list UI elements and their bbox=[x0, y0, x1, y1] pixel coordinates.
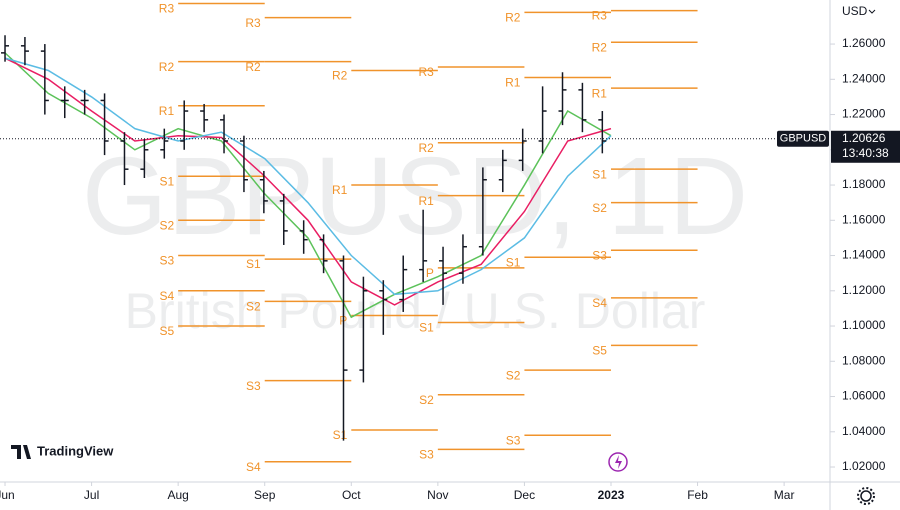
pivot-label: S3 bbox=[246, 379, 261, 393]
x-tick-label: Jul bbox=[84, 488, 99, 502]
x-tick-label: Nov bbox=[427, 488, 448, 502]
settings-teeth bbox=[857, 487, 875, 505]
pivot-label: S2 bbox=[159, 218, 174, 232]
pivot-label: S4 bbox=[246, 460, 261, 474]
pivot-label: S1 bbox=[246, 257, 261, 271]
moving-average bbox=[4, 57, 612, 296]
y-tick-label: 1.26000 bbox=[842, 36, 886, 50]
y-tick-label: 1.04000 bbox=[842, 424, 886, 438]
pivot-label: R1 bbox=[419, 194, 435, 208]
pivot-label: R1 bbox=[505, 76, 521, 90]
symbol-label-box bbox=[777, 130, 829, 147]
y-tick-label: 1.16000 bbox=[842, 212, 886, 226]
pivot-label: S1 bbox=[592, 167, 607, 181]
x-tick-label: Oct bbox=[342, 488, 361, 502]
settings-button[interactable] bbox=[857, 487, 875, 505]
pivot-label: R2 bbox=[419, 141, 435, 155]
logo: TradingView bbox=[4, 433, 114, 471]
y-tick-label: 1.24000 bbox=[842, 71, 886, 85]
price-label: 1.20626 bbox=[842, 131, 886, 145]
logo-text: TradingView bbox=[37, 443, 114, 458]
pivot-label: R1 bbox=[592, 86, 608, 100]
pivot-label: R2 bbox=[159, 60, 175, 74]
pivot-label: R1 bbox=[159, 104, 175, 118]
y-tick-label: 1.14000 bbox=[842, 248, 886, 262]
moving-average bbox=[4, 57, 612, 306]
y-tick-label: 1.06000 bbox=[842, 389, 886, 403]
x-tick-label: Aug bbox=[167, 488, 188, 502]
logo-box bbox=[4, 433, 108, 471]
pivot-label: R2 bbox=[332, 69, 348, 83]
x-tick-label: Mar bbox=[774, 488, 795, 502]
watermark-title: GBPUSD, 1D bbox=[82, 135, 748, 258]
pivot-label: S1 bbox=[419, 321, 434, 335]
x-tick-label: Feb bbox=[687, 488, 708, 502]
price-label-box bbox=[831, 130, 900, 163]
pivot-label: R3 bbox=[245, 16, 261, 30]
pivot-label: S2 bbox=[246, 300, 261, 314]
pivot-label: S2 bbox=[419, 393, 434, 407]
y-tick-label: 1.08000 bbox=[842, 353, 886, 367]
pivot-label: P bbox=[426, 266, 434, 280]
pivot-label: S2 bbox=[592, 201, 607, 215]
watermark-subtitle: British Pound / U.S. Dollar bbox=[125, 283, 706, 339]
y-tick-label: 1.02000 bbox=[842, 459, 886, 473]
pivot-label: S4 bbox=[592, 296, 607, 310]
event-bolt bbox=[615, 455, 622, 469]
countdown: 13:40:38 bbox=[842, 146, 889, 160]
pivot-label: S5 bbox=[159, 324, 174, 338]
pivot-label: S3 bbox=[419, 448, 434, 462]
pivot-label: R1 bbox=[332, 183, 348, 197]
pivot-label: S1 bbox=[333, 428, 348, 442]
pivot-label: R2 bbox=[505, 11, 521, 25]
y-tick-label: 1.10000 bbox=[842, 318, 886, 332]
currency[interactable]: USD bbox=[842, 4, 868, 18]
logo-icon bbox=[11, 445, 31, 459]
settings-icon bbox=[860, 490, 872, 502]
pivot-label: S1 bbox=[159, 174, 174, 188]
y-tick-label: 1.12000 bbox=[842, 283, 886, 297]
pivot-label: R3 bbox=[419, 65, 435, 79]
pivot-label: R2 bbox=[592, 40, 608, 54]
x-tick-label: Jun bbox=[0, 488, 15, 502]
pivot-label: S4 bbox=[159, 289, 174, 303]
pivot-label: S1 bbox=[506, 255, 521, 269]
x-tick-label: Sep bbox=[254, 488, 276, 502]
currency-caret bbox=[868, 9, 876, 14]
plot: R3 R2 R1 S1 S2 S3 S4 S5 R3 R2 S1 S2 S3 S4 R2 R1 P S1 R3 R2 R… bbox=[0, 2, 830, 474]
pivot-label: R3 bbox=[159, 2, 175, 16]
pivot-label: R3 bbox=[592, 9, 608, 23]
x-tick-label: Dec bbox=[514, 488, 535, 502]
pivot-label: S3 bbox=[592, 248, 607, 262]
y-tick-label: 1.22000 bbox=[842, 107, 886, 121]
moving-average bbox=[4, 52, 612, 319]
pivot-label: S3 bbox=[506, 433, 521, 447]
y-tick-label: 1.18000 bbox=[842, 177, 886, 191]
x-tick-label: 2023 bbox=[598, 488, 625, 502]
pivot-label: S5 bbox=[592, 344, 607, 358]
pivot-label: R2 bbox=[245, 60, 261, 74]
pivot-label: S2 bbox=[506, 368, 521, 382]
symbol-label: GBPUSD bbox=[780, 133, 827, 145]
pivot-label: S3 bbox=[159, 254, 174, 268]
